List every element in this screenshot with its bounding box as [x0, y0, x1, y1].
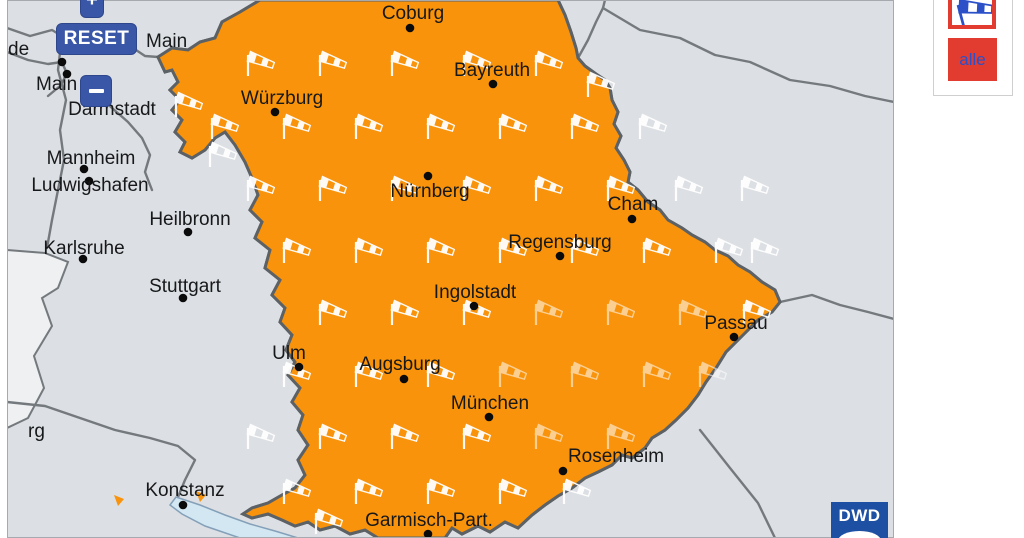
all-warnings-button[interactable]: alle: [948, 38, 997, 81]
wind-warning-filter-button[interactable]: [948, 0, 1000, 32]
city-label: Rosenheim: [568, 446, 664, 467]
reset-button[interactable]: RESET: [56, 23, 137, 55]
city-label-fragment: Main: [146, 31, 187, 52]
city-dot: [484, 412, 494, 422]
city-label: Stuttgart: [149, 276, 222, 297]
all-warnings-label: alle: [959, 49, 986, 69]
city-dot: [555, 251, 565, 261]
city-label: Passau: [704, 313, 767, 334]
city-dot: [62, 69, 72, 79]
city-dot: [729, 332, 739, 342]
city-dot: [57, 57, 67, 67]
zoom-out-button[interactable]: [80, 75, 112, 107]
dwd-logo-text: DWD: [838, 506, 881, 525]
dwd-logo-ellipse: [838, 531, 881, 538]
city-dot: [405, 23, 415, 33]
city-dot: [423, 171, 433, 181]
city-label: Cham: [608, 194, 659, 215]
city-label: Ludwigshafen: [31, 175, 148, 196]
city-dot: [423, 529, 433, 538]
lake-constance: [168, 496, 299, 538]
city-dot: [84, 176, 94, 186]
city-dot: [294, 362, 304, 372]
city-label: Konstanz: [145, 480, 224, 501]
city-dot: [488, 79, 498, 89]
city-dot: [178, 500, 188, 510]
zoom-in-button[interactable]: +: [80, 0, 104, 18]
city-label: Mannheim: [47, 148, 136, 169]
city-label-fragment: Main: [36, 74, 77, 95]
city-label: München: [451, 393, 529, 414]
city-label-fragment: de: [8, 39, 29, 60]
dwd-logo: DWD: [831, 502, 888, 538]
city-label: Bayreuth: [454, 60, 530, 81]
city-labels: Coburg Bayreuth Würzburg Nürnberg Cham Regens…: [31, 3, 768, 538]
city-label: Ulm: [272, 343, 306, 364]
city-dot: [399, 374, 409, 384]
city-dot: [469, 301, 479, 311]
city-dot: [558, 466, 568, 476]
city-label-fragment: rg: [28, 421, 45, 442]
city-dot: [270, 107, 280, 117]
city-label: Heilbronn: [149, 209, 230, 230]
region-france: [7, 248, 70, 430]
city-dot: [178, 293, 188, 303]
zoom-out-icon: [88, 89, 104, 93]
city-label: Coburg: [382, 3, 444, 24]
city-dot: [627, 214, 637, 224]
city-label: Würzburg: [241, 88, 323, 109]
city-label: Regensburg: [508, 232, 612, 253]
windsock-icon: [954, 0, 1000, 32]
warning-type-panel: alle: [933, 0, 1013, 96]
zoom-in-icon: +: [86, 0, 98, 12]
city-label: Nürnberg: [390, 181, 469, 202]
city-dot: [79, 164, 89, 174]
reset-button-label: RESET: [63, 28, 130, 49]
city-dot: [78, 254, 88, 264]
neighbor-state-borders: [7, 0, 894, 538]
city-dot: [183, 227, 193, 237]
city-label: Garmisch-Part.: [365, 510, 493, 531]
orange-patch-konstanz: [114, 495, 124, 506]
city-label: Augsburg: [359, 354, 440, 375]
orange-patch-lindau: [196, 491, 206, 502]
city-label: Ingolstadt: [434, 282, 517, 303]
edge-label-fragments: de Main Main rg: [8, 31, 187, 442]
city-label: Karlsruhe: [43, 238, 124, 259]
